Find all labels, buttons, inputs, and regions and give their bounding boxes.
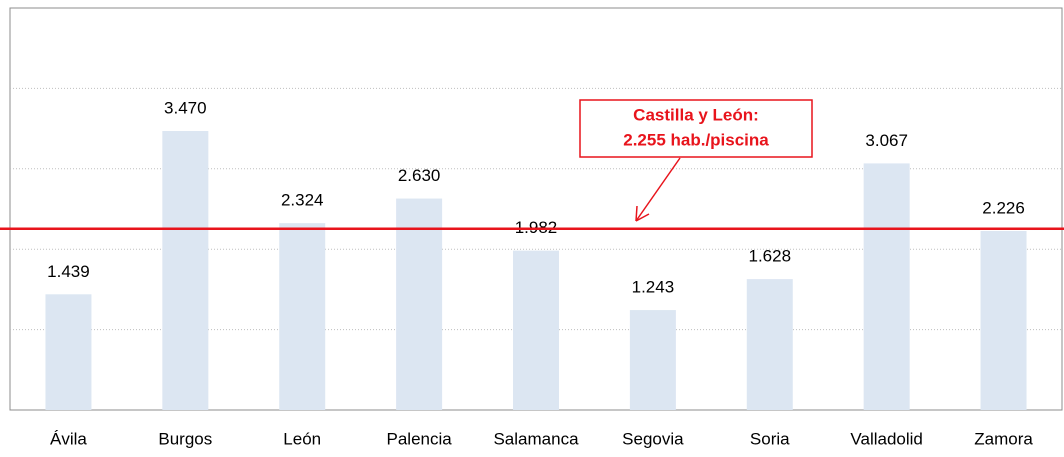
value-label: 1.439 (47, 262, 90, 281)
x-tick-label: Burgos (158, 429, 212, 448)
annotation-text: 2.255 hab./piscina (623, 130, 769, 149)
annotation-text: Castilla y León: (633, 105, 759, 124)
annotation-box (579, 99, 813, 158)
value-label: 2.226 (982, 199, 1025, 218)
bar (629, 310, 676, 410)
value-label: 1.628 (749, 247, 792, 266)
value-label: 2.630 (398, 166, 441, 185)
value-label: 2.324 (281, 191, 324, 210)
x-tick-label: León (283, 429, 321, 448)
bar (396, 198, 443, 410)
x-tick-label: Valladolid (850, 429, 922, 448)
bar (162, 131, 209, 410)
x-tick-label: Soria (750, 429, 790, 448)
bar (45, 294, 92, 410)
x-tick-label: Segovia (622, 429, 684, 448)
bar (746, 279, 793, 410)
annotation-arrowhead (635, 205, 650, 222)
value-label: 3.470 (164, 98, 207, 117)
value-label: 1.243 (632, 278, 675, 297)
bar (980, 231, 1027, 410)
value-label: 3.067 (865, 131, 908, 150)
x-tick-label: Salamanca (493, 429, 579, 448)
bar (863, 163, 910, 410)
x-tick-label: Zamora (974, 429, 1033, 448)
bar (279, 223, 326, 410)
annotation-arrow (635, 157, 681, 222)
bar (513, 250, 559, 410)
x-tick-label: Palencia (387, 429, 453, 448)
x-tick-label: Ávila (50, 429, 87, 448)
